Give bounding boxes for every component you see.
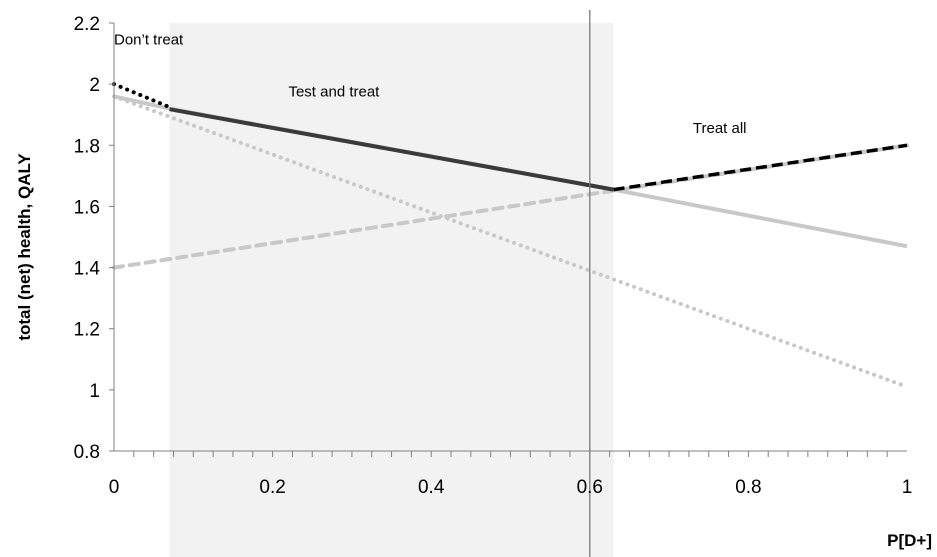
- x-axis-title: P[D+]: [887, 531, 932, 550]
- shaded-region: [169, 23, 614, 557]
- x-tick-label: 0.2: [259, 477, 285, 498]
- y-tick-label: 0.8: [74, 442, 100, 463]
- series-line-solid-black: [169, 107, 614, 192]
- ticks-layer: 0.8 1 1.2 1.4 1.6 1.8 2 2.2 0 0.2 0.4 0.6 0.8 1: [74, 14, 913, 498]
- y-tick-label: 1.8: [74, 136, 100, 157]
- y-tick-label: 2: [89, 75, 100, 96]
- y-tick-label: 1.6: [74, 197, 100, 218]
- y-tick-label: 1: [89, 381, 100, 402]
- y-axis-title: total (net) health, QALY: [15, 153, 34, 341]
- series-line-dotted-gray: [112, 94, 909, 389]
- x-tick-label: 0.8: [735, 477, 761, 498]
- series-line-dotted-black: [112, 82, 172, 110]
- x-tick-label: 0: [109, 477, 120, 498]
- y-tick-label: 1.4: [74, 259, 101, 280]
- y-tick-label: 1.2: [74, 320, 100, 341]
- annotation-test-and-treat: Test and treat: [288, 83, 380, 100]
- y-tick-label: 2.2: [74, 14, 100, 35]
- annotation-dont-treat: Don’t treat: [114, 31, 184, 48]
- x-tick-label: 1: [902, 477, 913, 498]
- x-tick-label: 0.6: [577, 477, 603, 498]
- series-layer: [112, 82, 909, 389]
- series-line-dashed-black: [613, 143, 908, 192]
- x-tick-label: 0.4: [418, 477, 445, 498]
- annotation-treat-all: Treat all: [693, 120, 747, 137]
- series-line-dashed-gray: [112, 143, 909, 270]
